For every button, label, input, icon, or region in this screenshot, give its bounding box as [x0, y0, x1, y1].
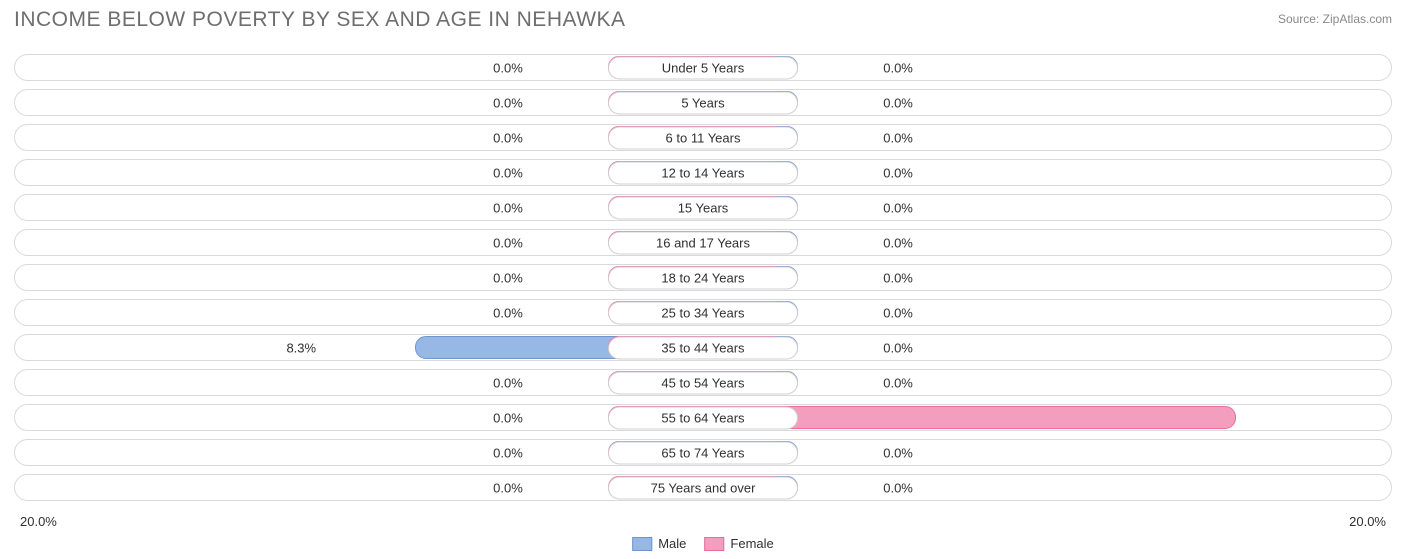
- axis-label-right: 20.0%: [1349, 514, 1386, 529]
- chart-row: 55 to 64 Years 0.0% 15.4%: [14, 402, 1392, 433]
- legend-swatch-female: [704, 537, 724, 551]
- category-label: 16 and 17 Years: [608, 231, 798, 254]
- category-label: 75 Years and over: [608, 476, 798, 499]
- chart-row: 16 and 17 Years 0.0% 0.0%: [14, 227, 1392, 258]
- chart-row: 35 to 44 Years 8.3% 0.0%: [14, 332, 1392, 363]
- legend-label-female: Female: [730, 536, 773, 551]
- category-label: Under 5 Years: [608, 56, 798, 79]
- value-label-female: 0.0%: [883, 130, 913, 145]
- value-label-male: 0.0%: [493, 60, 523, 75]
- value-label-male: 0.0%: [493, 165, 523, 180]
- value-label-female: 0.0%: [883, 375, 913, 390]
- category-label: 18 to 24 Years: [608, 266, 798, 289]
- category-label: 25 to 34 Years: [608, 301, 798, 324]
- value-label-female: 0.0%: [883, 235, 913, 250]
- chart-row: Under 5 Years 0.0% 0.0%: [14, 52, 1392, 83]
- value-label-male: 0.0%: [493, 305, 523, 320]
- chart-row: 75 Years and over 0.0% 0.0%: [14, 472, 1392, 503]
- legend-item-male: Male: [632, 536, 686, 551]
- chart-row: 18 to 24 Years 0.0% 0.0%: [14, 262, 1392, 293]
- legend-label-male: Male: [658, 536, 686, 551]
- value-label-female: 0.0%: [883, 445, 913, 460]
- category-label: 55 to 64 Years: [608, 406, 798, 429]
- value-label-male: 0.0%: [493, 445, 523, 460]
- value-label-male: 0.0%: [493, 130, 523, 145]
- value-label-male: 0.0%: [493, 95, 523, 110]
- source-attribution: Source: ZipAtlas.com: [1278, 12, 1392, 26]
- legend: Male Female: [632, 536, 774, 551]
- value-label-female: 0.0%: [883, 165, 913, 180]
- value-label-female: 0.0%: [883, 305, 913, 320]
- value-label-female: 0.0%: [883, 60, 913, 75]
- category-label: 15 Years: [608, 196, 798, 219]
- value-label-female: 0.0%: [883, 270, 913, 285]
- value-label-female: 0.0%: [883, 200, 913, 215]
- chart-row: 5 Years 0.0% 0.0%: [14, 87, 1392, 118]
- chart-row: 15 Years 0.0% 0.0%: [14, 192, 1392, 223]
- axis-label-left: 20.0%: [20, 514, 57, 529]
- value-label-male: 0.0%: [493, 410, 523, 425]
- category-label: 5 Years: [608, 91, 798, 114]
- category-label: 65 to 74 Years: [608, 441, 798, 464]
- legend-swatch-male: [632, 537, 652, 551]
- value-label-male: 0.0%: [493, 270, 523, 285]
- legend-item-female: Female: [704, 536, 773, 551]
- value-label-male: 0.0%: [493, 200, 523, 215]
- chart-row: 45 to 54 Years 0.0% 0.0%: [14, 367, 1392, 398]
- value-label-female: 0.0%: [883, 95, 913, 110]
- chart-title: INCOME BELOW POVERTY BY SEX AND AGE IN N…: [14, 8, 626, 32]
- value-label-male: 8.3%: [286, 340, 316, 355]
- category-label: 35 to 44 Years: [608, 336, 798, 359]
- value-label-male: 0.0%: [493, 480, 523, 495]
- chart-row: 6 to 11 Years 0.0% 0.0%: [14, 122, 1392, 153]
- chart-row: 12 to 14 Years 0.0% 0.0%: [14, 157, 1392, 188]
- chart-row: 65 to 74 Years 0.0% 0.0%: [14, 437, 1392, 468]
- value-label-female: 15.4%: [1341, 410, 1378, 425]
- chart-area: Under 5 Years0.0%0.0%5 Years0.0%0.0%6 to…: [14, 52, 1392, 511]
- chart-row: 25 to 34 Years 0.0% 0.0%: [14, 297, 1392, 328]
- value-label-female: 0.0%: [883, 480, 913, 495]
- category-label: 45 to 54 Years: [608, 371, 798, 394]
- value-label-female: 0.0%: [883, 340, 913, 355]
- category-label: 12 to 14 Years: [608, 161, 798, 184]
- category-label: 6 to 11 Years: [608, 126, 798, 149]
- value-label-male: 0.0%: [493, 235, 523, 250]
- value-label-male: 0.0%: [493, 375, 523, 390]
